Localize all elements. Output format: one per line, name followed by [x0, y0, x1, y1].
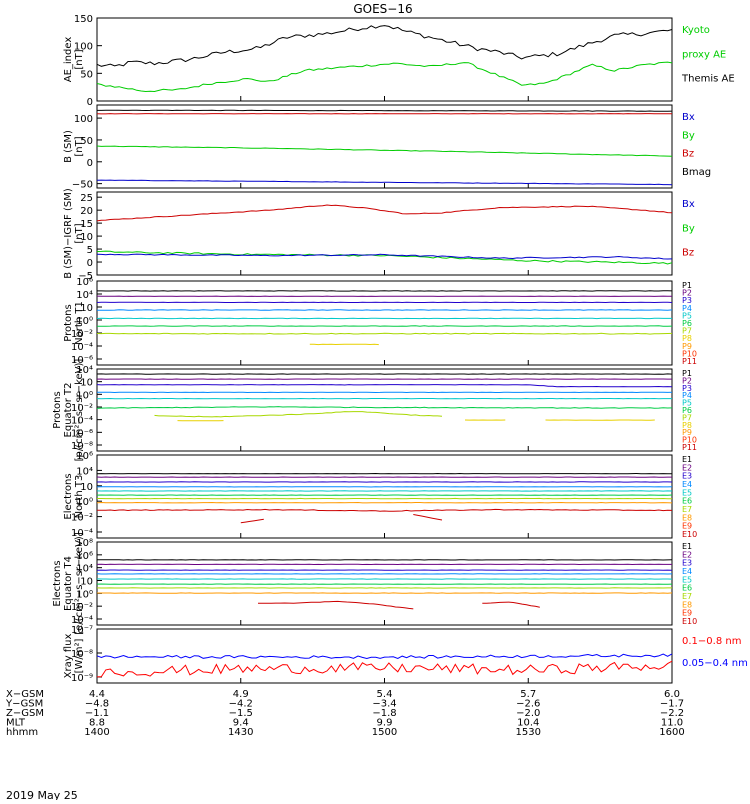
y-tick-label: 10⁶ — [76, 277, 93, 288]
y-tick-label: 10⁻⁷ — [71, 625, 93, 636]
y-axis-label: North T1 — [74, 301, 85, 345]
x-axis-value: 1530 — [516, 727, 541, 738]
legend-entry: P11 — [682, 443, 697, 452]
series-line — [97, 62, 672, 91]
y-tick-label: 0 — [87, 258, 93, 269]
x-axis-value: 1500 — [372, 727, 397, 738]
series-line — [155, 412, 443, 417]
y-axis-label: Protons — [52, 391, 63, 428]
y-tick-label: 0 — [87, 97, 93, 108]
panel-e_north: 10⁶10⁴10⁲10⁰10⁻²10⁻⁴ElectronsNorth T3E1E… — [63, 451, 697, 539]
legend-entry: Bz — [682, 149, 694, 160]
y-axis-label: AE_index — [63, 37, 74, 83]
panel-frame — [97, 105, 672, 188]
series-line — [97, 205, 672, 221]
y-axis-label: B (SM)−IGRF (SM) — [63, 188, 74, 279]
y-tick-label: 10⁻⁹ — [71, 673, 93, 684]
y-tick-label: 150 — [74, 14, 93, 25]
panel-bsm: −50050100B (SM)[nT]BxByBzBmag — [63, 105, 711, 191]
legend-entry: Bz — [682, 248, 694, 259]
series-line — [97, 110, 672, 111]
y-tick-label: 50 — [80, 69, 93, 80]
panel-bdiff: −50510152025B (SM)−IGRF (SM)[nT]BxByBz — [63, 188, 695, 282]
panel-e_equator: 10⁸10⁶10⁴10⁲10⁰10⁻²10⁻⁴ElectronsEquator … — [52, 532, 697, 635]
y-axis-label: [e/(cm²−s−sr−keV)] — [74, 532, 85, 635]
y-axis-label: Electrons — [63, 473, 74, 519]
panel-frame — [97, 281, 672, 365]
x-axis-row-label: hhmm — [6, 727, 38, 738]
y-axis-label: [nT] — [74, 223, 85, 243]
y-tick-label: 20 — [80, 206, 93, 217]
y-tick-label: 100 — [74, 114, 93, 125]
y-tick-label: 10⁶ — [76, 451, 93, 462]
panel-frame — [97, 629, 672, 683]
y-axis-label: Electrons — [52, 560, 63, 606]
x-axis-value: 1600 — [659, 727, 684, 738]
panel-frame — [97, 542, 672, 625]
series-line — [97, 146, 672, 156]
legend-entry: P11 — [682, 357, 697, 366]
legend-entry: By — [682, 130, 695, 141]
y-axis-label: Xray flux — [63, 634, 74, 679]
panel-p_equator: 10⁴10⁲10⁰10⁻²10⁻⁴10⁻⁶10⁻⁸ProtonsEquator … — [52, 359, 697, 462]
y-axis-label: North T3 — [74, 475, 85, 519]
series-line — [97, 654, 672, 659]
y-axis-label: [nT] — [74, 49, 85, 69]
series-line — [97, 407, 672, 409]
y-axis-label: Equator T2 — [63, 383, 74, 438]
series-line — [97, 385, 672, 387]
x-axis-value: 1430 — [228, 727, 253, 738]
y-tick-label: −50 — [72, 180, 93, 191]
legend-entry: Bx — [682, 112, 695, 123]
legend-entry: By — [682, 223, 695, 234]
y-tick-label: 0 — [87, 158, 93, 169]
series-line — [97, 661, 672, 677]
date-label: 2019 May 25 — [6, 789, 78, 800]
series-line — [413, 515, 442, 521]
series-line — [97, 326, 672, 327]
legend-entry: Bmag — [682, 167, 711, 178]
panel-frame — [97, 455, 672, 538]
series-line — [97, 254, 672, 259]
legend-entry: 0.05−0.4 nm — [682, 658, 748, 669]
y-axis-label: [p/(cm²−s−sr−keV)] — [74, 359, 85, 462]
legend-entry: E10 — [682, 617, 697, 626]
legend-entry: Bx — [682, 199, 695, 210]
series-line — [258, 601, 413, 609]
panel-p_north: 10⁶10⁴10⁲10⁰10⁻²10⁻⁴10⁻⁶ProtonsNorth T1P… — [63, 277, 697, 366]
y-axis-label: Equator T4 — [63, 556, 74, 611]
plot-title: GOES−16 — [353, 2, 412, 16]
legend-entry: Themis AE — [681, 74, 735, 85]
panel-xray: 10⁻⁷10⁻⁸10⁻⁹Xray flux[W/m²]0.1−0.8 nm0.0… — [63, 625, 748, 684]
series-line — [97, 509, 672, 511]
legend-entry: Kyoto — [682, 25, 710, 36]
panel-ae: 050100150AE_index[nT]Kyotoproxy AEThemis… — [63, 14, 735, 108]
y-axis-label: Protons — [63, 304, 74, 341]
y-axis-label: B (SM) — [63, 130, 74, 163]
panel-frame — [97, 369, 672, 451]
x-axis-value: 1400 — [84, 727, 109, 738]
y-tick-label: 10⁴ — [76, 290, 93, 301]
legend-entry: proxy AE — [682, 49, 726, 60]
series-line — [97, 26, 672, 67]
y-axis-label: [nT] — [74, 136, 85, 156]
y-tick-label: 25 — [80, 193, 93, 204]
legend-entry: E10 — [682, 530, 697, 539]
y-tick-label: 5 — [87, 245, 93, 256]
legend-entry: 0.1−0.8 nm — [682, 636, 741, 647]
series-line — [241, 519, 264, 523]
series-line — [97, 333, 672, 334]
y-axis-label: [W/m²] — [74, 638, 85, 673]
series-line — [482, 602, 540, 607]
